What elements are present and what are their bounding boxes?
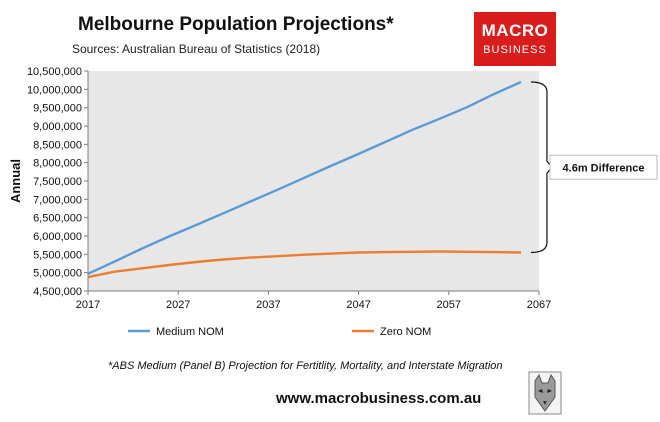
difference-label: 4.6m Difference xyxy=(563,162,645,174)
legend-label: Zero NOM xyxy=(380,326,431,338)
x-tick-label: 2017 xyxy=(76,299,100,311)
x-tick-label: 2027 xyxy=(166,299,190,311)
y-tick-label: 9,000,000 xyxy=(33,121,82,133)
y-tick-label: 6,500,000 xyxy=(33,213,82,225)
y-tick-label: 9,500,000 xyxy=(33,103,82,115)
legend-label: Medium NOM xyxy=(156,326,224,338)
logo-line-1: MACRO xyxy=(481,21,549,40)
y-tick-label: 7,000,000 xyxy=(33,194,82,206)
chart-title: Melbourne Population Projections* xyxy=(78,14,394,35)
y-tick-label: 4,500,000 xyxy=(33,286,82,298)
y-tick-label: 10,500,000 xyxy=(27,66,82,78)
y-tick-label: 6,000,000 xyxy=(33,231,82,243)
y-tick-label: 5,000,000 xyxy=(33,268,82,280)
difference-callout xyxy=(549,154,658,180)
y-tick-label: 8,500,000 xyxy=(33,139,82,151)
x-tick-label: 2067 xyxy=(527,299,551,311)
y-tick-label: 8,000,000 xyxy=(33,158,82,170)
x-tick-label: 2057 xyxy=(437,299,461,311)
wolf-icon xyxy=(528,371,562,415)
website-url[interactable]: www.macrobusiness.com.au xyxy=(276,390,482,407)
footnote: *ABS Medium (Panel B) Projection for Fer… xyxy=(108,360,503,372)
macro-business-logo: MACRO BUSINESS xyxy=(474,12,556,66)
zero-nom-line xyxy=(87,250,522,279)
y-tick-label: 10,000,000 xyxy=(27,84,82,96)
y-axis-label: Annual xyxy=(8,159,23,203)
medium-nom-line xyxy=(87,80,522,275)
y-tick-label: 7,500,000 xyxy=(33,176,82,188)
chart-subtitle: Sources: Australian Bureau of Statistics… xyxy=(72,42,321,56)
x-tick-label: 2047 xyxy=(346,299,370,311)
x-tick-label: 2037 xyxy=(256,299,280,311)
logo-line-2: BUSINESS xyxy=(483,44,547,56)
y-tick-label: 5,500,000 xyxy=(33,249,82,261)
